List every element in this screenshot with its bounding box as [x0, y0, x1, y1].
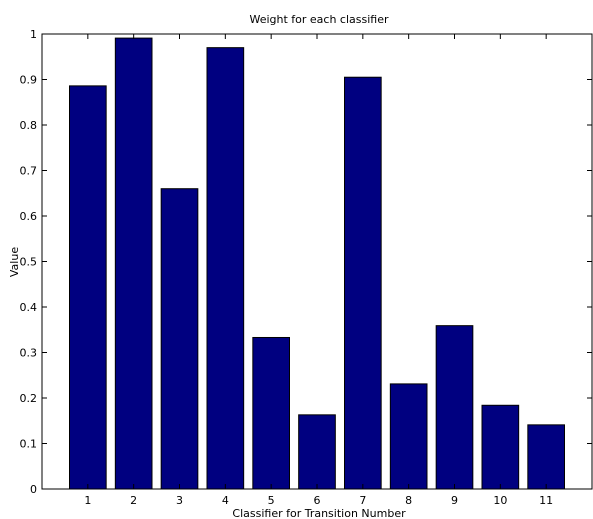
y-tick-label: 0	[30, 483, 37, 496]
y-tick-label: 0.5	[20, 256, 38, 269]
y-ticks-group: 0 0.1 0.2 0.3 0.4 0.5 0.6 0.7 0.8 0.9 1	[20, 28, 592, 496]
bar-7	[344, 76, 382, 490]
x-tick-label: 9	[451, 494, 458, 507]
x-ticks-group: 1 2 3 4 5 6 7 8 9 10 11	[84, 34, 553, 507]
x-tick-label: 8	[405, 494, 412, 507]
bar-1	[69, 85, 107, 490]
x-axis-label: Classifier for Transition Number	[232, 507, 406, 519]
x-tick-label: 10	[493, 494, 507, 507]
y-tick-label: 0.4	[20, 301, 38, 314]
bar-5	[252, 336, 290, 490]
y-tick-label: 0.3	[20, 347, 38, 360]
y-tick-label: 0.9	[20, 74, 38, 87]
bars-group	[69, 37, 565, 490]
x-tick-label: 5	[268, 494, 275, 507]
bar-6	[298, 414, 336, 490]
y-tick-label: 0.2	[20, 392, 38, 405]
y-tick-label: 0.7	[20, 165, 38, 178]
x-tick-label: 2	[130, 494, 137, 507]
y-tick-label: 0.6	[20, 210, 38, 223]
x-tick-label: 1	[84, 494, 91, 507]
y-axis-label: Value	[8, 247, 21, 277]
bar-3	[160, 188, 199, 490]
chart-title: Weight for each classifier	[249, 13, 389, 26]
bar-10	[481, 404, 520, 490]
bar-4	[206, 47, 245, 490]
bar-9	[435, 325, 474, 490]
y-tick-label: 1	[30, 28, 37, 41]
bar-2	[114, 37, 153, 490]
y-tick-label: 0.8	[20, 119, 38, 132]
x-tick-label: 6	[314, 494, 321, 507]
bar-8	[389, 383, 428, 490]
x-tick-label: 3	[176, 494, 183, 507]
x-tick-label: 4	[222, 494, 229, 507]
x-tick-label: 11	[539, 494, 553, 507]
bar-11	[527, 424, 565, 490]
y-tick-label: 0.1	[20, 438, 38, 451]
x-tick-label: 7	[359, 494, 366, 507]
